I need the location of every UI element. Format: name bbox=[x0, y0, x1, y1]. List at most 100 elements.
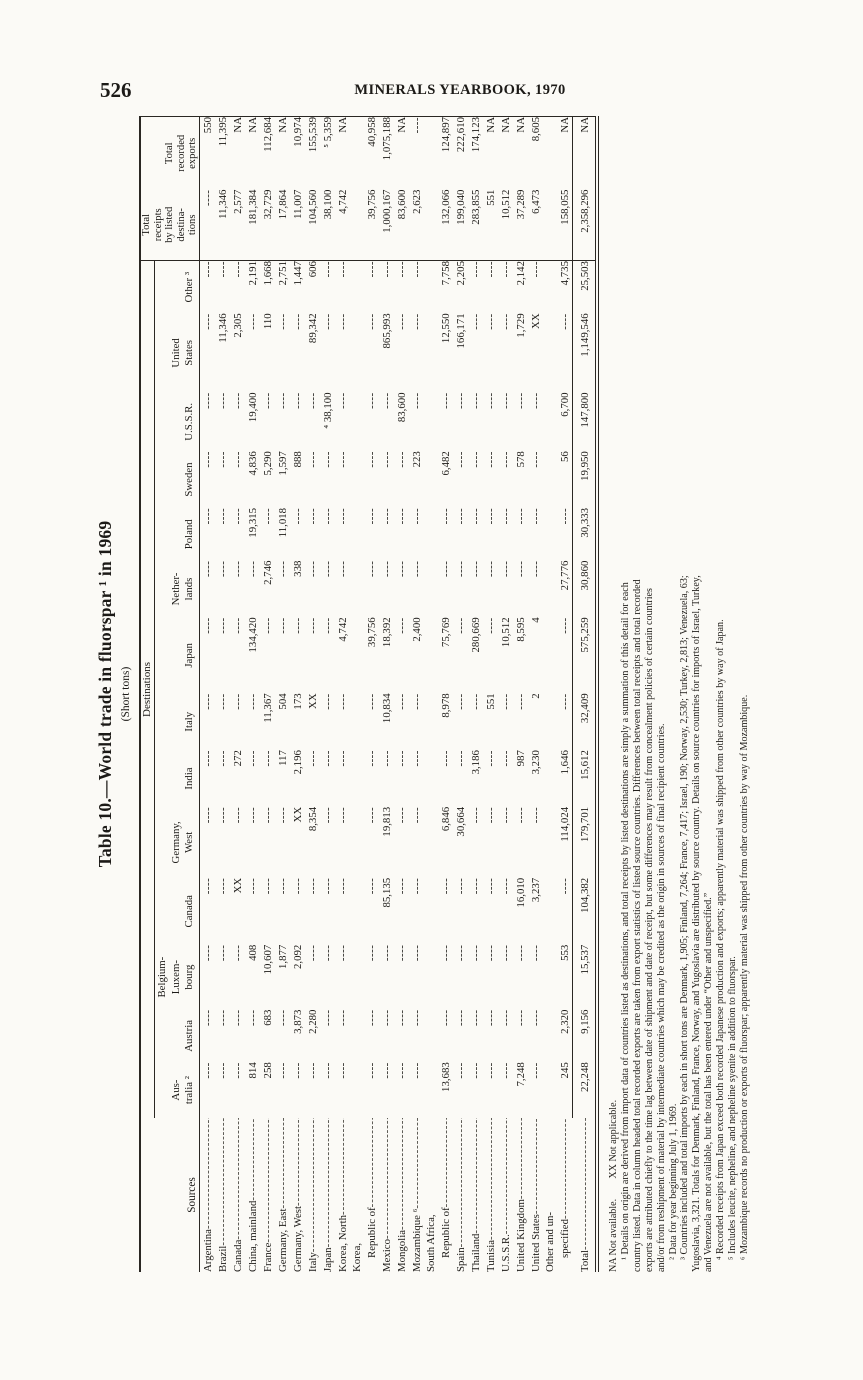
footnote-line: and/or from reshipment of material by in… bbox=[655, 723, 667, 1272]
cell: 4,836 bbox=[246, 451, 259, 476]
cell: ---- bbox=[321, 1009, 334, 1026]
cell: ---- bbox=[291, 1062, 304, 1079]
cell: ---- bbox=[201, 877, 214, 895]
cell: 17,864 bbox=[274, 189, 290, 261]
col-header: Canada bbox=[182, 895, 195, 928]
cell: ---- bbox=[276, 1009, 289, 1026]
cell: ---- bbox=[454, 617, 467, 634]
cell bbox=[424, 451, 438, 508]
col-header: Austria bbox=[182, 1020, 195, 1052]
row-label: Mozambique ⁶ bbox=[409, 1118, 424, 1272]
cell: ---- bbox=[514, 1009, 527, 1026]
cell: ---- bbox=[321, 806, 334, 824]
cell: ---- bbox=[439, 507, 452, 525]
cell: 11,007 bbox=[289, 189, 305, 261]
cell: XX bbox=[306, 693, 319, 709]
cell: ---- bbox=[529, 261, 542, 278]
leader-dots bbox=[262, 1118, 275, 1243]
cell: ---- bbox=[439, 750, 452, 767]
cell bbox=[350, 807, 364, 878]
cell: ---- bbox=[216, 750, 229, 767]
cell: XX bbox=[529, 313, 542, 329]
cell: ---- bbox=[336, 507, 349, 525]
cell: ---- bbox=[439, 392, 452, 409]
cell: ---- bbox=[469, 313, 482, 330]
cell: ---- bbox=[380, 451, 393, 468]
cell bbox=[543, 750, 557, 807]
cell: ---- bbox=[410, 944, 423, 962]
source-country-name: Thailand bbox=[469, 1233, 482, 1272]
cell: ---- bbox=[201, 750, 214, 767]
cell: 814 bbox=[246, 1062, 259, 1079]
cell: ---- bbox=[484, 750, 497, 767]
cell: ---- bbox=[469, 392, 482, 409]
cell: ---- bbox=[365, 806, 378, 824]
cell: 10,974 bbox=[289, 116, 305, 190]
cell: ---- bbox=[499, 944, 512, 962]
source-country-name: Japan bbox=[321, 1247, 334, 1272]
cell: ---- bbox=[336, 1009, 349, 1026]
cell: 13,683 bbox=[439, 1062, 452, 1092]
cell: ---- bbox=[201, 806, 214, 824]
cell bbox=[543, 313, 557, 392]
cell: ---- bbox=[410, 693, 423, 710]
cell bbox=[424, 313, 438, 392]
cell: 166,171 bbox=[454, 313, 467, 349]
cell: 83,600 bbox=[393, 189, 409, 261]
leader-dots bbox=[530, 1118, 543, 1214]
cell: 18,392 bbox=[380, 617, 393, 648]
cell: 272 bbox=[231, 750, 244, 767]
cell: 4,742 bbox=[334, 189, 350, 261]
cell: ---- bbox=[261, 806, 274, 824]
cell: ---- bbox=[365, 313, 378, 330]
cell: ---- bbox=[216, 261, 229, 278]
cell: 2,400 bbox=[410, 617, 423, 642]
cell: ---- bbox=[216, 560, 229, 578]
cell: ---- bbox=[454, 1009, 467, 1026]
cell: 7,758 bbox=[439, 261, 452, 286]
cell: ---- bbox=[529, 1062, 542, 1079]
cell: ---- bbox=[365, 1009, 378, 1026]
cell: ---- bbox=[201, 392, 214, 409]
cell: 504 bbox=[276, 693, 289, 710]
cell: ---- bbox=[499, 806, 512, 824]
table-row: United States ---- ---- ---- 3,237 ---- 3,230 2… bbox=[527, 116, 543, 1272]
footnote-line: exports are attributed chiefly to the ti… bbox=[643, 588, 655, 1272]
cell: ---- bbox=[336, 560, 349, 578]
cell bbox=[350, 945, 364, 1010]
cell: 283,855 bbox=[467, 189, 483, 261]
source-country-name: Germany, East bbox=[276, 1208, 289, 1272]
cell: ---- bbox=[201, 313, 214, 330]
footnote-line: ⁵ Includes leucite, nepheline, and nephe… bbox=[727, 956, 739, 1260]
col-header: Aus- tralia ² bbox=[169, 1076, 195, 1105]
cell: ---- bbox=[499, 877, 512, 895]
cell: ---- bbox=[246, 1009, 259, 1026]
cell: 8,978 bbox=[439, 693, 452, 718]
cell: ---- bbox=[276, 560, 289, 578]
cell: ---- bbox=[216, 1009, 229, 1026]
cell: ---- bbox=[454, 507, 467, 525]
footnote-line: ² Data for year beginning July 1, 1969. bbox=[667, 1103, 679, 1260]
cell: 11,346 bbox=[216, 313, 229, 343]
leader-dots bbox=[440, 1118, 453, 1207]
source-country-name: Italy bbox=[306, 1252, 319, 1272]
cell bbox=[542, 116, 557, 190]
col-header: United States bbox=[169, 338, 195, 368]
source-country-name: Argentina bbox=[201, 1229, 214, 1272]
footnotes: NA Not available. XX Not applicable. ¹ De… bbox=[608, 116, 751, 1272]
col-header: Other ³ bbox=[182, 271, 195, 303]
source-country-name: Brazil bbox=[216, 1245, 229, 1272]
cell: ---- bbox=[499, 750, 512, 767]
cell: ---- bbox=[469, 944, 482, 962]
cell bbox=[424, 878, 438, 945]
source-country-name: Republic of bbox=[439, 1207, 452, 1258]
cell: ---- bbox=[484, 451, 497, 468]
cell: ---- bbox=[395, 451, 408, 468]
cell: 2,196 bbox=[291, 750, 304, 775]
table-row: Italy ---- 2,280 ---- ---- 8,354 ---- XX ---- ---… bbox=[304, 116, 320, 1272]
table-row: South Africa, bbox=[423, 116, 438, 1272]
row-label: United Kingdom bbox=[513, 1118, 528, 1272]
cell: ---- bbox=[499, 451, 512, 468]
leader-dots bbox=[247, 1118, 260, 1201]
cell: 174,123 bbox=[467, 116, 483, 190]
